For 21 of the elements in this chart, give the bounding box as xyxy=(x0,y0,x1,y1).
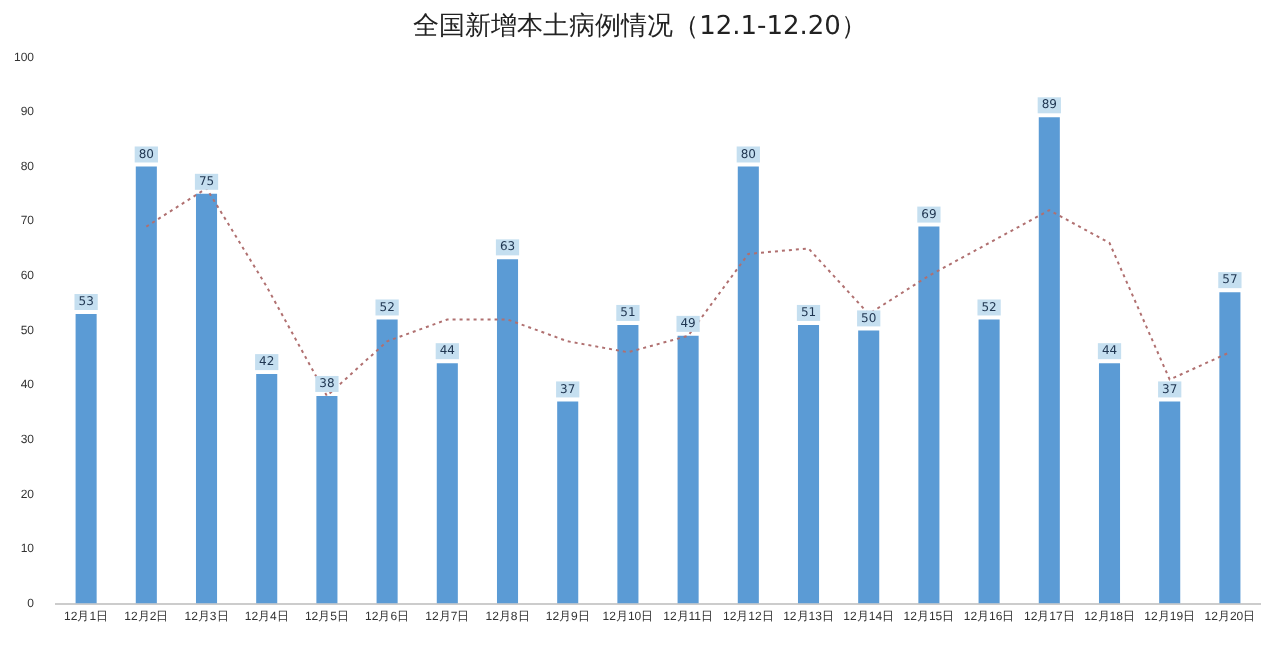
bar xyxy=(1038,117,1060,604)
bar xyxy=(376,319,398,604)
bar xyxy=(1219,292,1241,604)
bar xyxy=(557,401,579,604)
chart-title: 全国新增本土病例情况（12.1-12.20） xyxy=(411,10,869,44)
bar xyxy=(195,193,218,604)
bar xyxy=(1098,363,1121,604)
bar xyxy=(496,259,519,604)
bar xyxy=(918,226,940,604)
bar xyxy=(797,324,820,604)
bar xyxy=(737,166,759,604)
bar xyxy=(978,319,1000,604)
bar xyxy=(75,314,97,604)
bar xyxy=(617,324,639,604)
bar xyxy=(677,335,699,604)
bar xyxy=(436,363,458,604)
bar xyxy=(316,395,338,604)
bar xyxy=(858,330,880,604)
bar xyxy=(256,374,278,604)
bar xyxy=(135,166,157,604)
bar xyxy=(1159,401,1181,604)
